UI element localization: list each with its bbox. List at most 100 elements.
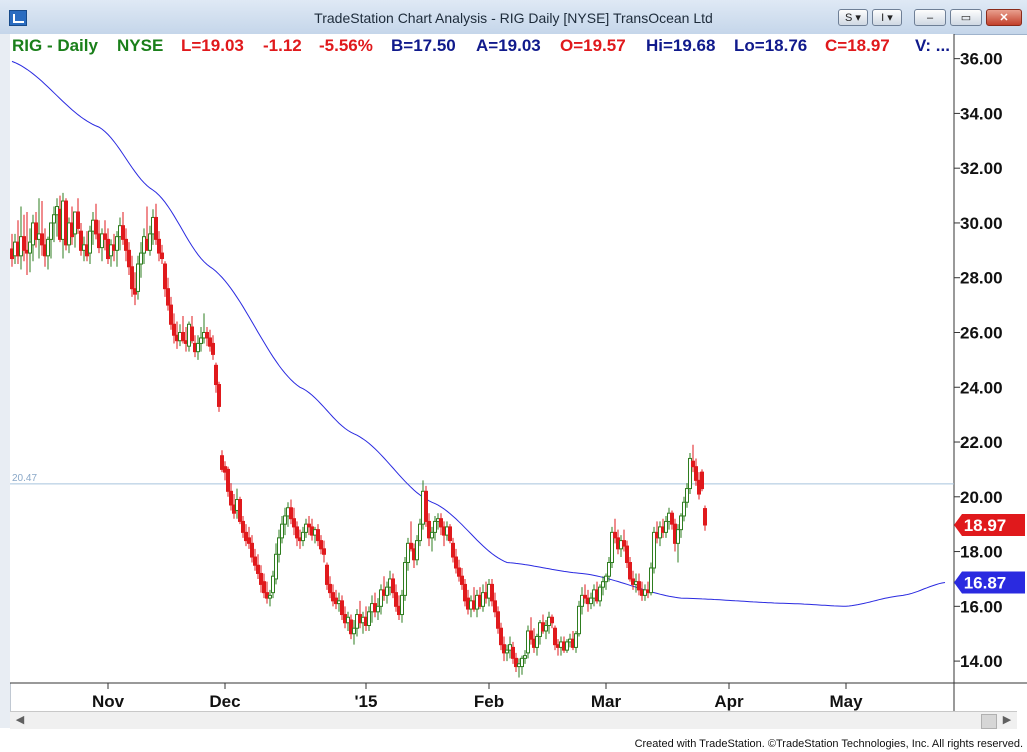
candle	[607, 557, 611, 582]
candle-body-up	[52, 214, 56, 224]
candle	[589, 592, 593, 610]
candle	[565, 639, 569, 653]
candle	[682, 496, 686, 522]
scroll-right-arrow-icon[interactable]: ▶	[1002, 714, 1012, 726]
candle-body-up	[685, 488, 689, 503]
candle-body-down	[208, 337, 212, 347]
ma-value-tag: 16.87	[954, 571, 1025, 594]
candle	[544, 620, 548, 640]
candle	[289, 499, 293, 525]
header-bid: B=17.50	[391, 36, 456, 55]
scroll-left-arrow-icon[interactable]: ◀	[15, 714, 25, 726]
candle	[208, 329, 212, 352]
candle-body-down	[331, 592, 335, 602]
horizontal-scrollbar[interactable]: ◀ ▶	[10, 711, 1017, 729]
candle	[322, 540, 326, 563]
reference-line-label: 20.47	[12, 473, 37, 484]
candle	[280, 515, 284, 544]
y-tick-label: 28.00	[960, 269, 1003, 288]
candle-body-down	[247, 537, 251, 544]
candle-body-up	[283, 515, 287, 525]
candle	[502, 636, 506, 662]
candle-body-down	[190, 326, 194, 342]
chart-app-icon[interactable]	[9, 10, 27, 26]
candle-body-down	[34, 222, 38, 240]
candle	[34, 211, 38, 248]
candle-body-down	[166, 288, 170, 306]
candle-body-down	[121, 225, 125, 240]
candle-body-down	[259, 572, 263, 585]
candle-body-up	[682, 501, 686, 517]
candle-body-down	[124, 238, 128, 251]
price-chart[interactable]: 20.47 14.00 16.00 18.00 20.00 22.00 24.00 26.0…	[10, 34, 1027, 711]
x-tick-label: Feb	[474, 692, 504, 711]
candle	[217, 381, 221, 412]
candle-body-down	[670, 512, 674, 525]
header-open: O=19.57	[560, 36, 626, 55]
candle	[613, 518, 617, 544]
candle	[169, 296, 173, 330]
candle	[316, 524, 320, 547]
candle-body-down	[496, 611, 500, 629]
candle	[448, 524, 452, 544]
candle	[262, 573, 266, 599]
candle-body-up	[199, 337, 203, 344]
candle-body-down	[316, 529, 320, 542]
candle-body-up	[598, 586, 602, 602]
candle	[418, 518, 422, 547]
last-price-tag-label: 18.97	[964, 516, 1007, 535]
candle-body-up	[652, 531, 656, 569]
candle-body-up	[544, 624, 548, 632]
candle-body-down	[217, 384, 221, 407]
candle	[247, 526, 251, 549]
candle	[331, 584, 335, 607]
candle	[103, 220, 107, 251]
candle	[94, 203, 98, 240]
candle-body-down	[229, 490, 233, 506]
x-tick-label: Dec	[209, 692, 240, 711]
candle-body-down	[154, 216, 158, 240]
header-change: -1.12	[263, 36, 302, 55]
ma-value-tag-shape	[954, 571, 1025, 594]
scrollbar-thumb[interactable]	[981, 714, 997, 729]
candle	[88, 225, 92, 265]
candle-body-down	[703, 508, 707, 526]
candle	[157, 231, 161, 262]
candle	[367, 606, 371, 631]
candle-body-up	[433, 520, 437, 533]
candle	[256, 554, 260, 579]
y-tick-label: 32.00	[960, 159, 1003, 178]
candle-body-down	[499, 627, 503, 646]
candle-body-up	[649, 567, 653, 594]
header-exchange: NYSE	[117, 36, 163, 55]
candle	[199, 327, 203, 352]
candle-body-up	[46, 238, 50, 257]
candle-body-down	[448, 526, 452, 542]
candle	[703, 505, 707, 531]
header-pct-change: -5.56%	[319, 36, 373, 55]
minimize-button[interactable]: –	[914, 9, 946, 26]
candle-body-down	[205, 331, 209, 339]
candle	[694, 458, 698, 486]
candle	[409, 521, 413, 552]
indicator-menu-button[interactable]: I ▾	[872, 9, 902, 26]
candle	[391, 573, 395, 599]
close-button[interactable]: ✕	[986, 9, 1022, 26]
candle	[154, 203, 158, 245]
maximize-button[interactable]: ▭	[950, 9, 982, 26]
candle-body-down	[349, 619, 353, 635]
candle-body-down	[553, 627, 557, 646]
symbol-menu-button[interactable]: S ▾	[838, 9, 868, 26]
y-axis-ticks: 14.00 16.00 18.00 20.00 22.00 24.00 26.00 28.00…	[954, 50, 1003, 671]
moving-average-line	[11, 60, 946, 607]
candle	[628, 557, 632, 582]
candle-body-down	[625, 545, 629, 564]
candle-body-up	[520, 657, 524, 668]
candle	[535, 633, 539, 656]
y-tick-label: 24.00	[960, 378, 1003, 397]
candle	[325, 562, 329, 590]
candle	[328, 576, 332, 599]
candle	[433, 515, 437, 541]
candle	[649, 562, 653, 596]
candle	[259, 565, 263, 593]
